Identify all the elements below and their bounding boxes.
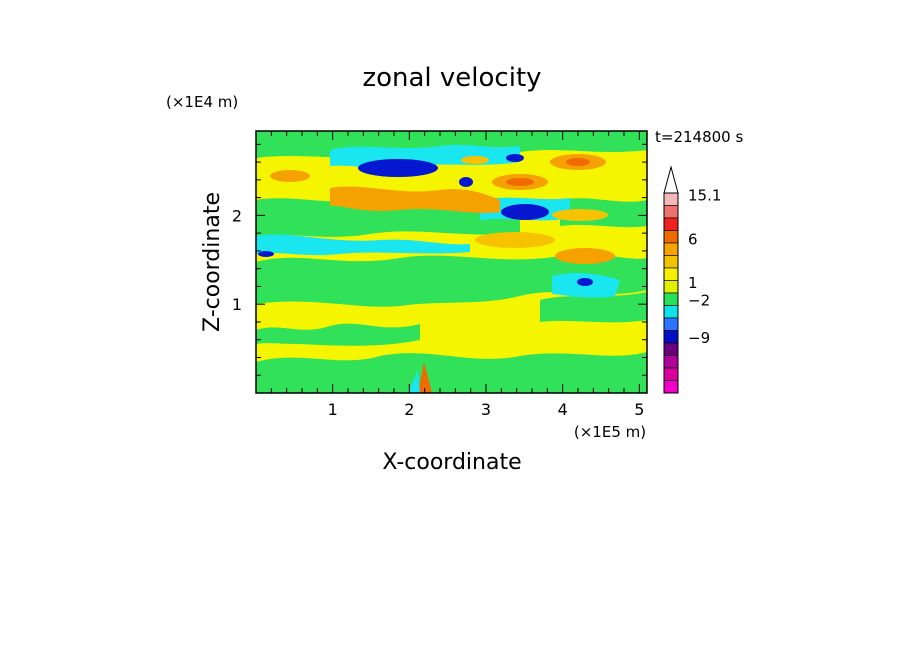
blue-core-6	[459, 177, 473, 187]
colorbar-segment	[663, 230, 679, 244]
colorbar-label: −9	[688, 329, 710, 347]
blue-core-2	[501, 204, 549, 220]
colorbar-segment	[663, 367, 679, 381]
blue-core-5	[258, 251, 274, 257]
blue-core-3	[506, 154, 524, 162]
green-patch-right	[540, 292, 647, 323]
x-axis-ticks: 1 2 3 4 5	[255, 131, 644, 419]
chart-title: zonal velocity	[362, 63, 541, 93]
y-axis-label: Z-coordinate	[200, 192, 225, 332]
x-axis-label: X-coordinate	[382, 450, 521, 475]
colorbar-segment	[663, 317, 679, 331]
colorbar-label: 1	[688, 274, 698, 292]
colorbar-segment	[663, 255, 679, 269]
y-tick-label: 1	[232, 295, 242, 314]
time-label: t=214800 s	[655, 128, 743, 146]
blue-core-1	[358, 159, 438, 177]
y-tick-label: 2	[232, 206, 242, 225]
x-tick-label: 3	[481, 400, 491, 419]
x-tick-label: 1	[328, 400, 338, 419]
colorbar-segment	[663, 380, 679, 394]
heatmap-field	[256, 131, 647, 393]
orange-core-3	[555, 248, 615, 264]
colorbar-label: 6	[688, 230, 698, 248]
colorbar-segment	[663, 217, 679, 231]
surface-feature-cyan	[408, 370, 420, 393]
orange-core-1-center	[506, 178, 534, 186]
colorbar-segment	[663, 342, 679, 356]
colorbar-frame	[663, 192, 679, 394]
y-axis-ticks: 12	[232, 143, 647, 394]
light-orange-patch	[552, 209, 608, 221]
colorbar-extend-arrow	[663, 165, 679, 194]
x-tick-label: 5	[634, 400, 644, 419]
colorbar: 15.1 6 1−2 −9	[663, 165, 721, 394]
colorbar-segment	[663, 355, 679, 369]
colorbar-segment	[663, 280, 679, 294]
colorbar-label: −2	[688, 292, 710, 310]
plot-frame	[255, 130, 648, 394]
orange-core-4	[270, 170, 310, 182]
orange-core-2-center	[566, 158, 590, 166]
colorbar-label: 15.1	[688, 187, 721, 205]
colorbar-segment	[663, 242, 679, 256]
colorbar-segment	[663, 192, 679, 206]
light-orange-band	[475, 232, 555, 248]
colorbar-segment	[663, 330, 679, 344]
green-band-lower	[256, 323, 420, 346]
cyan-band-left	[256, 234, 470, 256]
surface-feature	[418, 362, 432, 393]
orange-band-upper	[330, 186, 500, 213]
colorbar-segment	[663, 205, 679, 219]
y-unit-label: (×1E4 m)	[166, 93, 238, 111]
colorbar-segment	[663, 267, 679, 281]
colorbar-segment	[663, 305, 679, 319]
x-tick-label: 4	[558, 400, 568, 419]
x-unit-label: (×1E5 m)	[574, 423, 646, 441]
colorbar-segment	[663, 292, 679, 306]
green-band-bottom	[256, 352, 647, 393]
green-band-mid	[256, 254, 647, 307]
x-tick-label: 2	[404, 400, 414, 419]
light-orange-patch-2	[461, 156, 489, 164]
blue-core-4	[577, 278, 593, 286]
